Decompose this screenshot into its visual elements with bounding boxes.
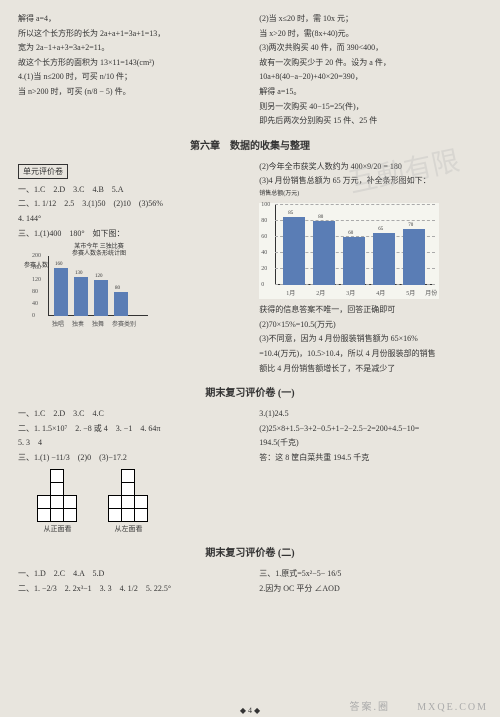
bar (114, 292, 128, 316)
bar-value: 120 (95, 274, 103, 279)
y-tick: 160 (32, 265, 41, 271)
section-heading: 期末复习评价卷 (一) (18, 384, 482, 399)
answer-line: 额比 4 月份销售额增长了，不是减少了 (259, 362, 482, 376)
text-line: (3)两次共购买 40 件，而 390<400， (259, 41, 482, 55)
bar-value: 65 (378, 227, 383, 232)
answer-line: 一、1.D 2.C 4.A 5.D (18, 567, 241, 581)
chart-ylabel: 销售总额(万元) (259, 189, 482, 199)
answer-line: (2)25×8+1.5−3+2−0.5+1−2−2.5−2=200+4.5−10… (259, 422, 482, 436)
watermark-right: MXQE.COM (417, 702, 488, 713)
bar (313, 221, 335, 285)
bar-value: 80 (115, 286, 120, 291)
bar-value: 85 (288, 211, 293, 216)
y-tick: 40 (261, 250, 267, 256)
answer-line: 三、1.(1) −11/3 (2)0 (3)−17.2 (18, 451, 241, 465)
text-line: 4.(1)当 n≤200 时，可买 n/10 件； (18, 70, 241, 84)
text-line: 解得 a=15。 (259, 85, 482, 99)
bar-value: 70 (408, 223, 413, 228)
answer-line: 三、1.(1)400 180° 如下图： (18, 227, 241, 241)
y-tick: 60 (261, 234, 267, 240)
y-tick: 100 (261, 202, 270, 208)
bar (74, 277, 88, 316)
x-tick: 独舞 (92, 319, 104, 328)
bar-value: 130 (75, 271, 83, 276)
text-line: 所以这个长方形的长为 2a+a+1=3a+1=13， (18, 27, 241, 41)
answer-line: 答：这 8 筐白菜共重 194.5 千克 (259, 451, 482, 465)
bar (54, 268, 68, 316)
bar-value: 160 (55, 262, 63, 267)
answer-line: 4. 144° (18, 212, 241, 226)
view-label: 从正面看 (38, 524, 77, 534)
y-tick: 0 (261, 282, 264, 288)
answer-line: (3)不同意，因为 4 月份服装销售额为 65×16% (259, 332, 482, 346)
x-tick: 2月 (316, 288, 325, 297)
answer-line: 194.5(千克) (259, 436, 482, 450)
bar (94, 280, 108, 316)
answer-line: 2.因为 OC 平分 ∠AOD (259, 582, 482, 596)
answer-line: 5. 3 4 (18, 436, 241, 450)
left-view-grid: 从左面看 (109, 470, 148, 534)
text-line: 10a+8(40−a−20)+40×20=390， (259, 70, 482, 84)
answer-line: (2)今年全市获奖人数约为 400×9/20 = 180 (259, 160, 482, 174)
text-line: 宽为 2a−1+a+3=3a+2=11。 (18, 41, 241, 55)
text-line: 则另一次购买 40−15=25(件)， (259, 100, 482, 114)
x-tick: 1月 (286, 288, 295, 297)
text-line: 故有一次购买少于 20 件。设为 a 件， (259, 56, 482, 70)
page-number: ◆ 4 ◆ (240, 706, 260, 715)
x-tick: 独唱 (52, 319, 64, 328)
grid-line (275, 204, 435, 205)
section-heading: 期末复习评价卷 (二) (18, 544, 482, 559)
bar-chart-big: 0 20 40 60 80 100 85 1月 80 2月 60 3月 65 4月 70 5月 月份 (259, 203, 439, 299)
answer-line: 二、1. 1.5×10⁷ 2. −8 或 4 3. −1 4. 64π (18, 422, 241, 436)
text-line: 解得 a=4， (18, 12, 241, 26)
x-tick: 参赛类别 (112, 319, 136, 328)
answer-line: 3.(1)24.5 (259, 407, 482, 421)
bar (373, 233, 395, 285)
bar-value: 60 (348, 231, 353, 236)
y-tick: 120 (32, 277, 41, 283)
unit-title-box: 单元评价卷 (18, 164, 68, 179)
answer-line: =10.4(万元)，10.5>10.4，所以 4 月份服装部的销售 (259, 347, 482, 361)
x-tick: 独奏 (72, 319, 84, 328)
bar (283, 217, 305, 285)
section-heading: 第六章 数据的收集与整理 (18, 137, 482, 152)
y-tick: 80 (261, 218, 267, 224)
x-tick: 3月 (346, 288, 355, 297)
text-line: 当 n>200 时，可买 (n/8 − 5) 件。 (18, 85, 241, 99)
y-tick: 80 (32, 289, 38, 295)
answer-line: 二、1. −2/3 2. 2x³−1 3. 3 4. 1/2 5. 22.5° (18, 582, 241, 596)
text-line: 当 x>20 时，需(8x+40)元。 (259, 27, 482, 41)
x-tick: 5月 (406, 288, 415, 297)
x-label: 月份 (425, 288, 437, 297)
answer-line: 二、1. 1/12 2.5 3.(1)50 (2)10 (3)56% (18, 197, 241, 211)
bar-chart-small: 某市今年 三独比赛 参赛人数条形统计图 参赛人数 040801201602001… (44, 244, 154, 330)
bar (403, 229, 425, 285)
text-line: 故这个长方形的面积为 13×11=143(cm²) (18, 56, 241, 70)
y-tick: 0 (32, 313, 35, 319)
front-view-grid: 从正面看 (38, 470, 77, 534)
answer-line: 一、1.C 2.D 3.C 4.C (18, 407, 241, 421)
answer-line: 三、1.原式=5x²−5− 16/5 (259, 567, 482, 581)
y-tick: 20 (261, 266, 267, 272)
text-line: (2)当 x≤20 时，需 10x 元； (259, 12, 482, 26)
bar (343, 237, 365, 285)
x-tick: 4月 (376, 288, 385, 297)
y-tick: 40 (32, 301, 38, 307)
answer-line: (3)4 月份销售总额为 65 万元，补全条形图如下： (259, 174, 482, 188)
text-line: 即先后两次分别购买 15 件、25 件 (259, 114, 482, 128)
watermark-left: 答案.圈 (350, 698, 391, 713)
answer-line: (2)70×15%=10.5(万元) (259, 318, 482, 332)
y-tick: 200 (32, 253, 41, 259)
answer-line: 获得的信息答案不唯一，回答正确即可 (259, 303, 482, 317)
view-label: 从左面看 (109, 524, 148, 534)
answer-line: 一、1.C 2.D 3.C 4.B 5.A (18, 183, 241, 197)
bar-value: 80 (318, 215, 323, 220)
